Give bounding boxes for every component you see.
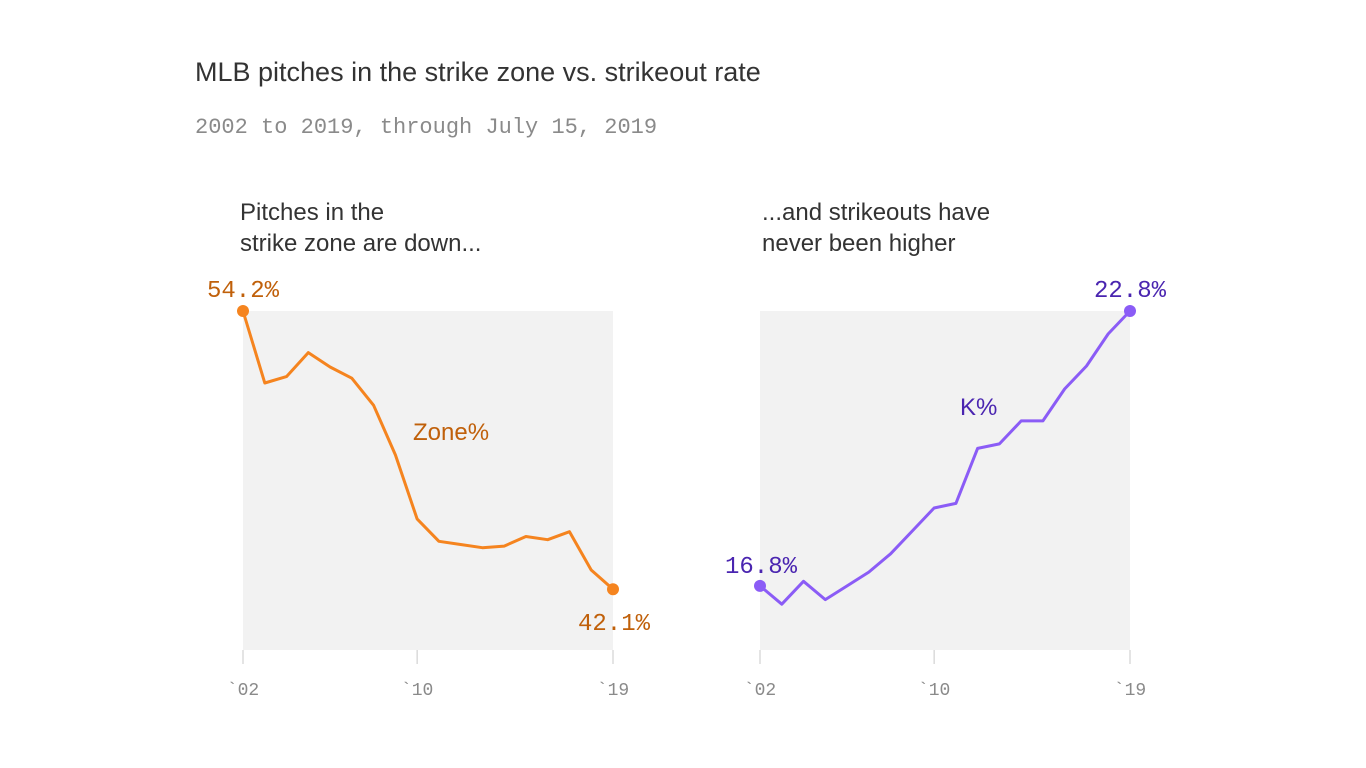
right-panel-heading: ...and strikeouts have never been higher [762, 197, 990, 259]
right-heading-line2: never been higher [762, 230, 956, 257]
zone-start-label: 54.2% [207, 278, 280, 305]
zone-x-tick-label: `19 [597, 681, 629, 701]
k-x-tick-label: `10 [918, 681, 950, 701]
right-heading-line1: ...and strikeouts have [762, 199, 991, 226]
k-start-label: 16.8% [725, 554, 798, 581]
zone-start-point [237, 305, 249, 317]
zone-x-tick-label: `10 [401, 681, 433, 701]
left-panel-heading: Pitches in the strike zone are down... [240, 197, 481, 259]
k-series-line [758, 309, 1132, 606]
zone-plot-background [243, 311, 613, 650]
zone-series-line [241, 309, 615, 591]
k-x-tick-label: `02 [744, 681, 776, 701]
strikeout-chart: `02 `10 `19 16.8% 22.8% K% [725, 278, 1167, 701]
chart-title: MLB pitches in the strike zone vs. strik… [195, 57, 761, 87]
left-heading-line2: strike zone are down... [240, 230, 482, 257]
left-heading-line1: Pitches in the [240, 199, 385, 226]
k-end-point [1124, 305, 1136, 317]
k-plot-background [760, 311, 1130, 650]
zone-series-label: Zone% [413, 419, 489, 446]
k-series-label: K% [960, 394, 997, 421]
k-end-label: 22.8% [1094, 278, 1167, 305]
zone-end-point [607, 583, 619, 596]
chart-subtitle: 2002 to 2019, through July 15, 2019 [195, 115, 658, 140]
zone-x-tick-label: `02 [227, 681, 259, 701]
zone-end-label: 42.1% [578, 611, 651, 638]
k-start-point [754, 579, 766, 592]
zone-chart: `02 `10 `19 54.2% 42.1% Zone% [207, 278, 651, 701]
k-x-tick-label: `19 [1114, 681, 1146, 701]
